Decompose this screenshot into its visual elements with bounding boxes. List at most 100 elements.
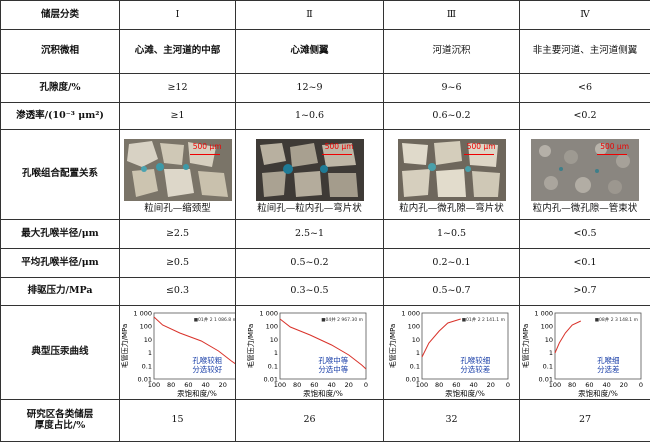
y-axis-label: 毛管压力/MPa (246, 323, 255, 368)
injection-curve (555, 321, 581, 353)
mean-radius-value: 0.2~0.1 (384, 249, 520, 278)
displacement-label: 排驱压力/MPa (1, 278, 120, 306)
micrograph-cell-2: 500 μm 粒间孔—粒内孔—弯片状 (236, 130, 384, 220)
porosity-value: <6 (520, 74, 650, 103)
permeability-value: 1~0.6 (236, 103, 384, 130)
thin-section-micrograph: 500 μm (531, 139, 639, 201)
y-tick-label: 10 (545, 335, 553, 343)
mean-radius-row: 平均孔喉半径/μm ≥0.5 0.5~0.2 0.2~0.1 <0.1 (1, 249, 650, 278)
y-tick-label: 1 000 (133, 309, 152, 317)
y-tick-label: 1 (273, 349, 277, 357)
curve-annotation: 分选较差 (460, 364, 490, 374)
curve-annotation: 孔喉较细 (460, 355, 490, 365)
x-tick-label: 100 (415, 381, 427, 389)
displacement-value: >0.7 (520, 278, 650, 306)
y-tick-label: 1 000 (401, 309, 420, 317)
y-tick-label: 1 000 (259, 309, 278, 317)
y-tick-label: 100 (140, 322, 152, 330)
y-tick-label: 0.1 (267, 362, 277, 370)
max-radius-label: 最大孔喉半径/μm (1, 220, 120, 249)
y-tick-label: 100 (265, 322, 277, 330)
x-tick-label: 80 (568, 381, 576, 389)
thickness-value: 26 (236, 400, 384, 442)
curve-legend: ■04井 2 967.30 m (321, 316, 363, 323)
mean-radius-value: 0.5~0.2 (236, 249, 384, 278)
y-tick-label: 0.1 (543, 362, 553, 370)
x-tick-label: 100 (148, 381, 160, 389)
x-tick-label: 60 (452, 381, 460, 389)
pore-config-label: 孔喉组合配置关系 (1, 130, 120, 220)
curve-annotation: 孔喉中等 (318, 355, 348, 365)
scale-bar (322, 154, 352, 156)
thickness-label-line1: 研究区各类储层 (27, 409, 94, 420)
thin-section-micrograph: 500 μm (398, 139, 506, 201)
curve-annotation: 孔喉较粗 (192, 355, 222, 365)
permeability-row: 渗透率/(10⁻³ μm²) ≥1 1~0.6 0.6~0.2 <0.2 (1, 103, 650, 130)
x-axis-label: 汞饱和度/% (177, 388, 217, 398)
facies-value: 心滩侧翼 (236, 30, 384, 74)
x-tick-label: 40 (602, 381, 610, 389)
facies-row: 沉积微相 心滩、主河道的中部 心滩侧翼 河道沉积 非主要河道、主河道侧翼 (1, 30, 650, 74)
max-radius-value: 1~0.5 (384, 220, 520, 249)
y-axis-label: 毛管压力/MPa (120, 323, 129, 368)
x-tick-label: 40 (327, 381, 335, 389)
x-axis-label: 汞饱和度/% (578, 388, 618, 398)
thickness-value: 15 (120, 400, 236, 442)
curves-label: 典型压汞曲线 (1, 306, 120, 400)
curve-annotation: 分选差 (597, 364, 620, 374)
x-axis-label: 汞饱和度/% (303, 388, 343, 398)
x-tick-label: 20 (219, 381, 227, 389)
permeability-value: ≥1 (120, 103, 236, 130)
x-tick-label: 60 (184, 381, 192, 389)
scale-bar (464, 154, 494, 156)
micrograph-cell-3: 500 μm 粒内孔—微孔隙—弯片状 (384, 130, 520, 220)
x-tick-label: 80 (435, 381, 443, 389)
facies-label: 沉积微相 (1, 30, 120, 74)
displacement-value: 0.5~0.7 (384, 278, 520, 306)
thin-section-micrograph: 500 μm (124, 139, 232, 201)
scale-label: 500 μm (467, 143, 496, 152)
porosity-row: 孔隙度/% ≥12 12~9 9~6 <6 (1, 74, 650, 103)
thickness-label-line2: 厚度占比/% (35, 420, 86, 431)
y-tick-label: 1 000 (534, 309, 553, 317)
header-label: 储层分类 (1, 1, 120, 30)
y-tick-label: 10 (269, 335, 277, 343)
curve-legend: ■01井 2 1 086.8 m (194, 316, 236, 323)
max-radius-value: 2.5~1 (236, 220, 384, 249)
micrograph-cell-4: 500 μm 粒内孔—微孔隙—管束状 (520, 130, 650, 220)
thickness-row: 研究区各类储层厚度占比/% 15 26 32 27 (1, 400, 650, 442)
y-tick-label: 1 (549, 349, 553, 357)
permeability-value: <0.2 (520, 103, 650, 130)
pore-config-row: 孔喉组合配置关系 500 μm 粒间孔—缩颈型 (1, 130, 650, 220)
scale-bar (190, 154, 220, 156)
x-tick-label: 0 (505, 381, 509, 389)
scale-label: 500 μm (600, 143, 629, 152)
y-tick-label: 0.1 (409, 362, 419, 370)
x-tick-label: 20 (620, 381, 628, 389)
x-tick-label: 40 (201, 381, 209, 389)
max-radius-row: 最大孔喉半径/μm ≥2.5 2.5~1 1~0.5 <0.5 (1, 220, 650, 249)
micrograph-cell-1: 500 μm 粒间孔—缩颈型 (120, 130, 236, 220)
displacement-value: 0.3~0.5 (236, 278, 384, 306)
injection-curve (422, 319, 461, 357)
header-row: 储层分类 Ⅰ Ⅱ Ⅲ Ⅳ (1, 1, 650, 30)
thickness-value: 27 (520, 400, 650, 442)
mean-radius-value: ≥0.5 (120, 249, 236, 278)
x-tick-label: 100 (273, 381, 285, 389)
class-1-header: Ⅰ (120, 1, 236, 30)
porosity-value: 12~9 (236, 74, 384, 103)
x-axis-label: 汞饱和度/% (445, 388, 485, 398)
facies-value: 河道沉积 (384, 30, 520, 74)
thin-section-micrograph: 500 μm (256, 139, 364, 201)
x-tick-label: 20 (344, 381, 352, 389)
displacement-value: ≤0.3 (120, 278, 236, 306)
y-tick-label: 100 (541, 322, 553, 330)
scale-bar (597, 154, 627, 156)
y-tick-label: 0.1 (142, 362, 152, 370)
class-2-header: Ⅱ (236, 1, 384, 30)
x-tick-label: 80 (167, 381, 175, 389)
